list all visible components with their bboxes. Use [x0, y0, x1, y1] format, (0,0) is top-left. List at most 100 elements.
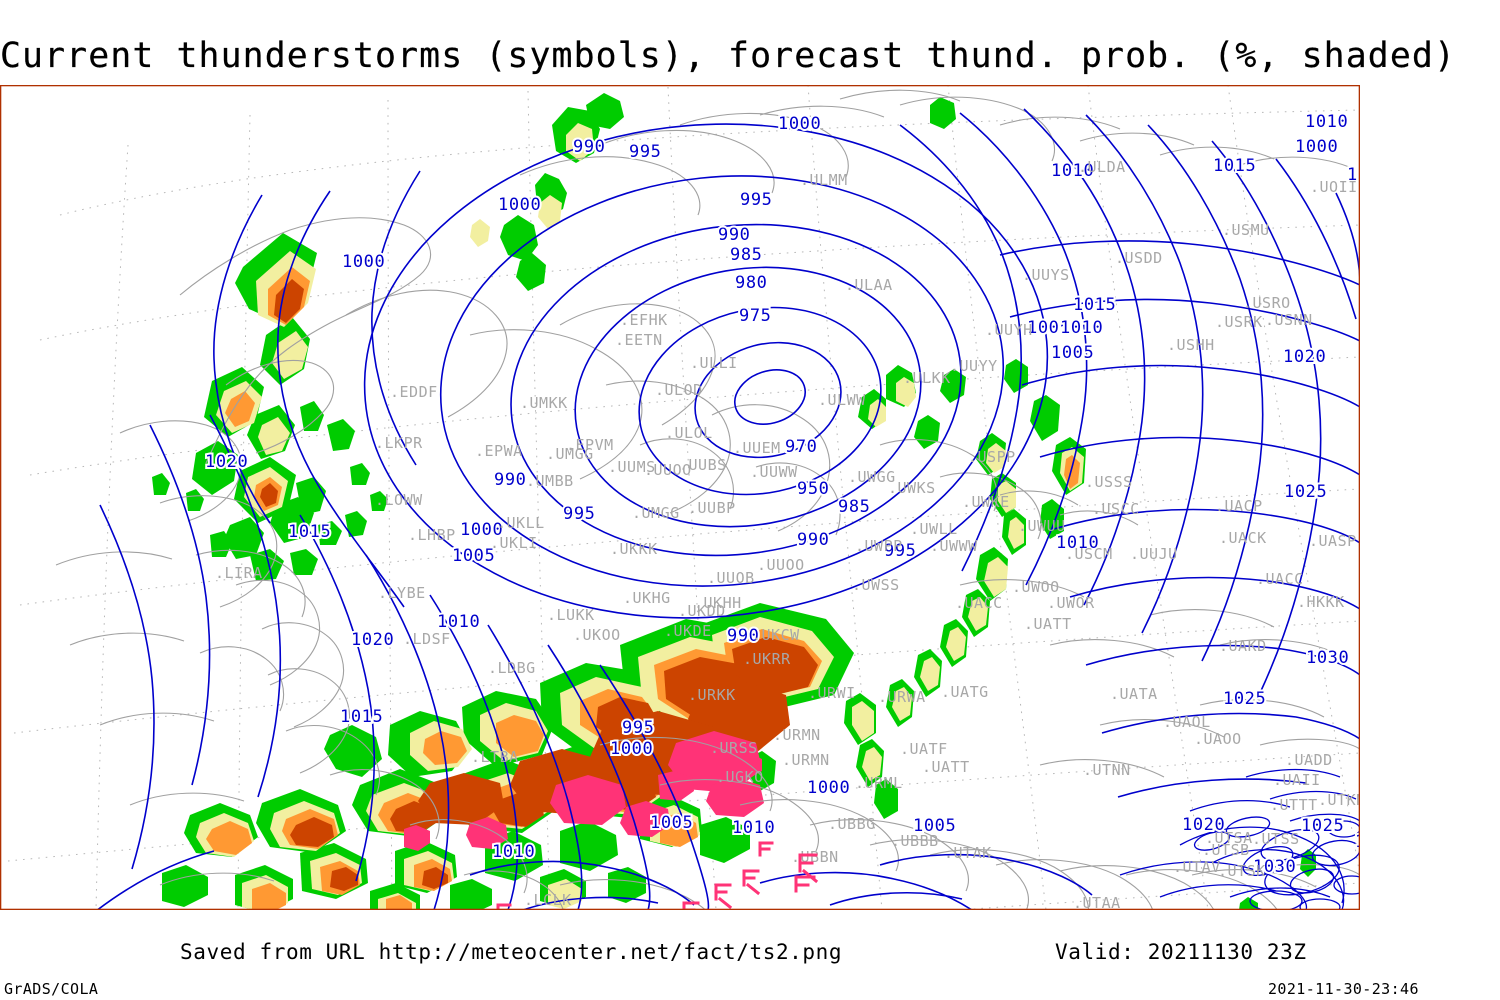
isobar-label: 1020 [351, 630, 394, 650]
weather-map-panel[interactable]: 1000 1000 990 990 995 995 1010 1010 1000 1000 1010… [0, 85, 1360, 910]
station-label: .UUYH [985, 321, 1033, 339]
station-label: .UUBS [679, 456, 727, 474]
station-label: .USCM [1065, 545, 1113, 563]
station-label: .UKRR [743, 650, 791, 668]
isobar-label-halo: 1020 [351, 630, 394, 650]
isobar-label: 1005 [1347, 165, 1360, 185]
isobar-label: 1000 [1295, 137, 1338, 157]
isobar-label-halo: 1015 [1073, 295, 1116, 315]
station-label: .UACC [1256, 570, 1304, 588]
isobar-label-halo: 1005 [452, 546, 495, 566]
station-label: .UKCW [752, 626, 800, 644]
station-label: .URWI [808, 684, 856, 702]
station-label: .UMBB [526, 472, 574, 490]
station-label: .UATT [1024, 615, 1072, 633]
station-label: .UKHH [694, 594, 742, 612]
isobar-label-halo: 1010 [1060, 318, 1103, 338]
isobar-label: 985 [838, 497, 871, 517]
isobar-label-halo: 1000 [610, 739, 653, 759]
isobar-label-halo: 950 [797, 479, 830, 499]
isobar-label-halo: 995 [622, 718, 655, 738]
station-label: .USRO [1243, 294, 1291, 312]
station-label: .UAOL [1163, 713, 1211, 731]
isobar-label-halo: 1030 [1253, 857, 1296, 877]
isobar-label: 1020 [1283, 347, 1326, 367]
thunderstorm-symbol [742, 869, 761, 896]
weather-map-svg[interactable]: 1000 1000 990 990 995 995 1010 1010 1000 1000 1010… [0, 85, 1360, 910]
station-label: .UUYY [950, 357, 998, 375]
station-label: .UWLL [910, 520, 958, 538]
station-label: .LTBA [471, 748, 519, 766]
station-label: .UWSS [852, 576, 900, 594]
isobar-label-halo: 990 [494, 470, 527, 490]
station-label: .UMGG [546, 445, 594, 463]
station-label: .UWWW [930, 537, 978, 555]
isobar-label: 990 [573, 137, 606, 157]
isobar-label: 990 [494, 470, 527, 490]
station-label: .UATT [922, 758, 970, 776]
station-label: .LKPR [375, 434, 423, 452]
station-label: .LIRA [215, 564, 263, 582]
isobar-label: 1000 [807, 778, 850, 798]
station-label: .USCC [1092, 500, 1140, 518]
isobar-label-halo: 995 [884, 541, 917, 561]
station-label: .UOII [1310, 178, 1358, 196]
station-label: .USHH [1167, 336, 1215, 354]
isobar-label: 990 [718, 225, 751, 245]
isobar-label-halo: 1025 [1284, 482, 1327, 502]
station-label: .UUWW [750, 463, 798, 481]
isobar-label: 1010 [1056, 533, 1099, 553]
station-label: .UKDD [678, 602, 726, 620]
isobar-label-halo: 1020 [1182, 815, 1225, 835]
station-label-group: .ULMM .ULDA .UOII .USMU .USDD .UUYS .ULAA .USRO… [215, 158, 1360, 910]
isobar-label: 990 [797, 530, 830, 550]
isobar-label-halo: 1015 [288, 522, 331, 542]
isobar-label-halo: 1005 [1347, 165, 1360, 185]
station-label: .UKHG [623, 589, 671, 607]
station-label: .UUYS [1022, 266, 1070, 284]
isobar-label-halo: 1005 [1051, 343, 1094, 363]
isobar-label: 1005 [1051, 343, 1094, 363]
station-label: .ULWW [818, 391, 866, 409]
station-label: .UATF [900, 740, 948, 758]
station-label: .UACK [1219, 529, 1267, 547]
isobar-label-halo: 1000 [1295, 137, 1338, 157]
station-label: .EPWA [475, 442, 523, 460]
isobar-label: 995 [884, 541, 917, 561]
isobar-label-halo: 990 [797, 530, 830, 550]
station-label: .UKOO [573, 626, 621, 644]
isobar-label: 1015 [1213, 156, 1256, 176]
isobar-label: 985 [730, 245, 763, 265]
isobar-label-halo: 995 [629, 142, 662, 162]
isobar-label: 1010 [1305, 112, 1348, 132]
thunderstorm-symbol [758, 841, 774, 857]
station-label: .UACP [1215, 497, 1263, 515]
station-label: .USRK [1215, 313, 1263, 331]
isobar-label: 1010 [492, 842, 535, 862]
station-label: .ULLI [690, 354, 738, 372]
station-label: .UTAA [1073, 894, 1121, 910]
thunderstorm-symbol [496, 903, 513, 910]
station-label: .UMKK [520, 394, 568, 412]
isobar-label-halo: 975 [739, 306, 772, 326]
isobar-label: 1025 [1284, 482, 1327, 502]
station-label: .UKKK [610, 540, 658, 558]
isobar-label-halo: 1000 [498, 195, 541, 215]
isobar-label: 1030 [1306, 648, 1349, 668]
isobar-label: 1005 [452, 546, 495, 566]
isobar-label: 950 [797, 479, 830, 499]
station-label: .UATG [941, 683, 989, 701]
station-label: .UWUU [1018, 517, 1066, 535]
station-label: .UUOB [707, 569, 755, 587]
isobar-label: 1005 [650, 813, 693, 833]
isobar-label-halo: 980 [735, 273, 768, 293]
station-label: .UBBN [791, 848, 839, 866]
station-label: .UATA [1110, 685, 1158, 703]
station-label: .USMU [1222, 221, 1270, 239]
station-label: .LDSF [403, 630, 451, 648]
station-label: .UGKO [716, 768, 764, 786]
isobar-label-halo: 1020 [205, 452, 248, 472]
isobar-label: 975 [739, 306, 772, 326]
station-label: .EFHK [620, 311, 668, 329]
isobar-label: 1015 [1073, 295, 1116, 315]
